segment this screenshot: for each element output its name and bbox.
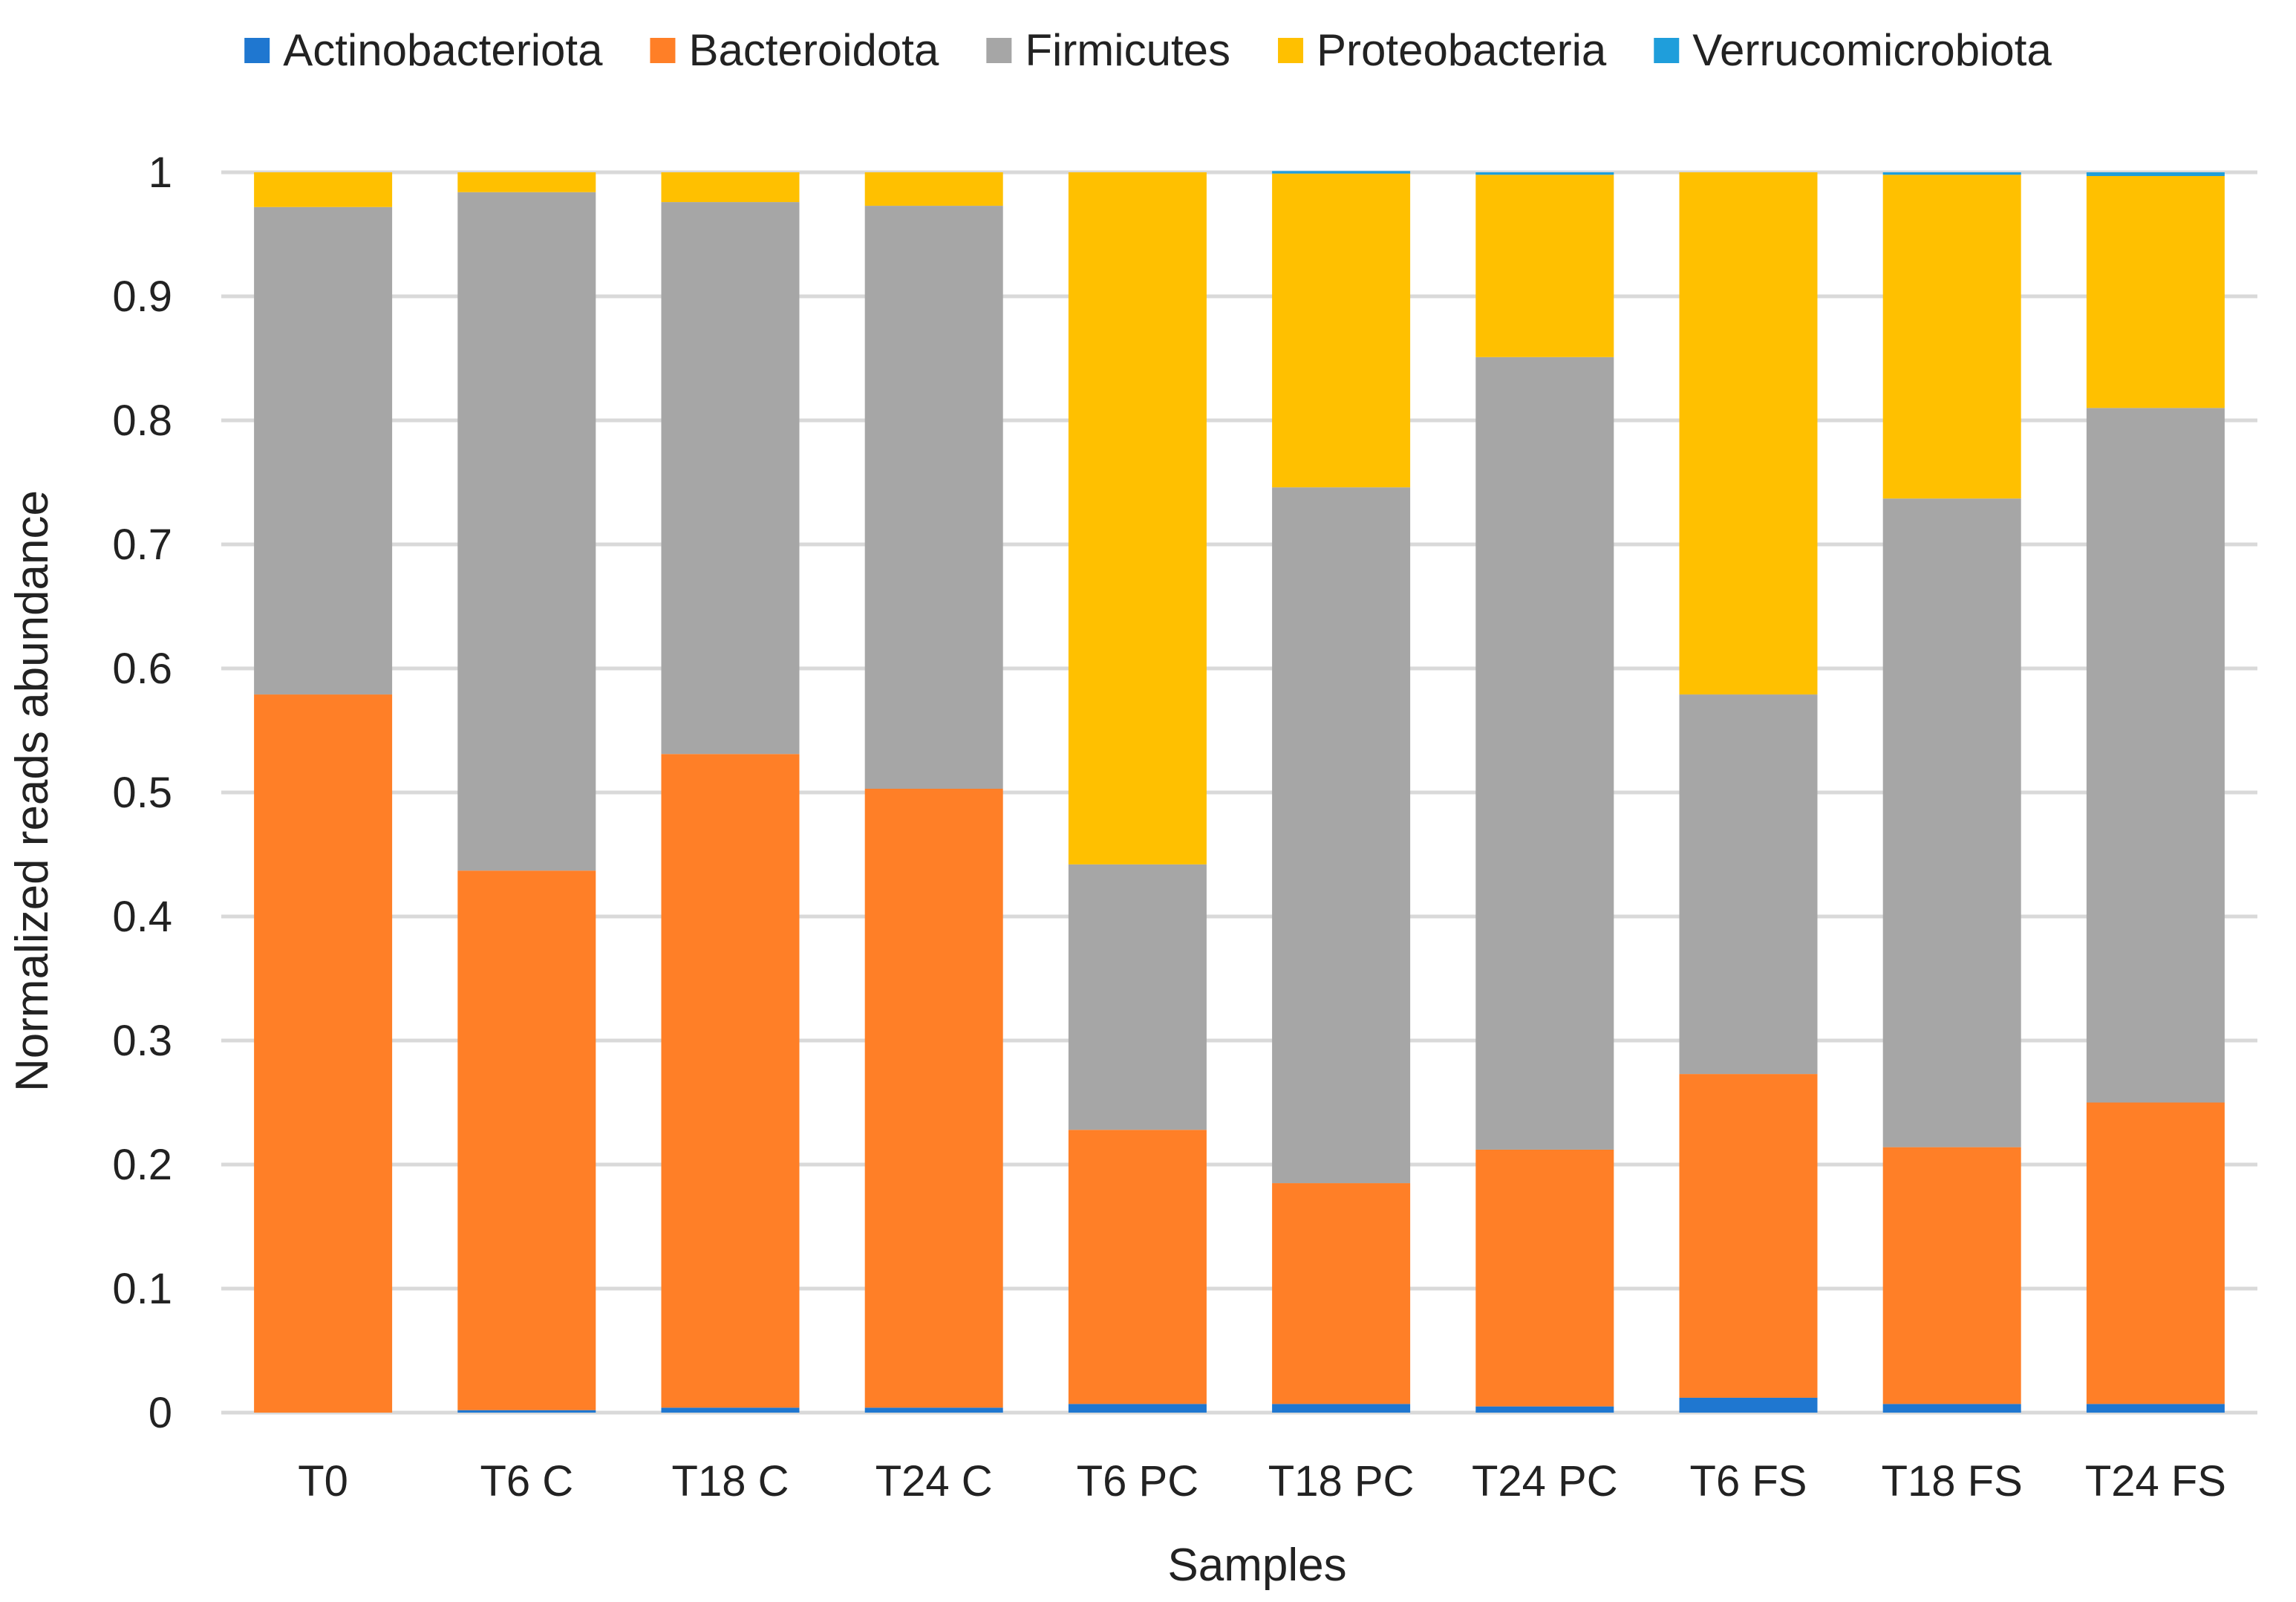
bar-segment-actinobacteriota — [457, 1410, 596, 1413]
y-tick-label: 0.2 — [112, 1141, 172, 1189]
legend-item-actinobacteriota: Actinobacteriota — [244, 25, 603, 75]
bar-segment-firmicutes — [661, 202, 800, 755]
legend-item-firmicutes: Firmicutes — [986, 25, 1230, 75]
legend-item-proteobacteria: Proteobacteria — [1278, 25, 1607, 75]
bar-stack-t6-fs — [1679, 172, 1818, 1413]
bar-segment-verrucomicrobiota — [1272, 171, 1411, 174]
bar-segment-firmicutes — [1475, 356, 1614, 1150]
y-axis-ticks: 0 0.1 0.2 0.3 0.4 0.5 0.6 0.7 0.8 0.9 1 — [112, 149, 172, 1437]
x-tick-label: T18 PC — [1268, 1457, 1415, 1505]
x-axis-ticks: T0 T6 C T18 C T24 C T6 PC T18 PC T24 PC T6 FS T1… — [298, 1457, 2226, 1505]
x-tick-label: T24 PC — [1472, 1457, 1618, 1505]
bar-segment-actinobacteriota — [1475, 1406, 1614, 1413]
y-tick-label: 0.7 — [112, 521, 172, 569]
x-tick-label: T6 PC — [1077, 1457, 1198, 1505]
legend-swatch — [650, 38, 676, 63]
bar-segment-firmicutes — [1272, 487, 1411, 1184]
bar-stack-t24-c — [864, 172, 1003, 1413]
bar-segment-firmicutes — [864, 206, 1003, 789]
legend-swatch — [986, 38, 1012, 63]
bar-segment-proteobacteria — [1068, 172, 1207, 865]
legend-swatch — [244, 38, 270, 63]
bar-stack-t6-pc — [1068, 172, 1207, 1413]
bar-segment-actinobacteriota — [1679, 1397, 1818, 1413]
bar-segment-verrucomicrobiota — [1475, 172, 1614, 175]
bar-segment-proteobacteria — [1272, 173, 1411, 488]
bar-segment-proteobacteria — [1882, 175, 2021, 499]
bar-segment-bacteroidota — [1475, 1149, 1614, 1407]
x-tick-label: T6 C — [480, 1457, 573, 1505]
bar-segment-actinobacteriota — [2086, 1404, 2225, 1413]
bar-stack-t24-pc — [1475, 172, 1614, 1413]
legend-label: Proteobacteria — [1317, 25, 1607, 75]
bar-stack-t6-c — [457, 172, 596, 1413]
bar-segment-bacteroidota — [1068, 1130, 1207, 1404]
bar-segment-firmicutes — [1882, 498, 2021, 1147]
y-tick-label: 0.5 — [112, 769, 172, 817]
legend-label: Verrucomicrobiota — [1692, 25, 2052, 75]
y-tick-label: 1 — [149, 149, 172, 197]
bar-segment-bacteroidota — [1272, 1183, 1411, 1404]
bar-segment-actinobacteriota — [1882, 1404, 2021, 1413]
y-tick-label: 0.6 — [112, 645, 172, 693]
bar-segment-bacteroidota — [661, 754, 800, 1408]
bar-segment-proteobacteria — [457, 172, 596, 192]
bar-segment-proteobacteria — [1475, 175, 1614, 357]
x-tick-label: T18 C — [672, 1457, 789, 1505]
bar-stack-t18-pc — [1272, 171, 1411, 1413]
y-tick-label: 0.1 — [112, 1265, 172, 1313]
bar-segment-firmicutes — [2086, 408, 2225, 1103]
bar-segment-bacteroidota — [1882, 1147, 2021, 1404]
bar-segment-bacteroidota — [864, 788, 1003, 1408]
x-tick-label: T18 FS — [1882, 1457, 2023, 1505]
y-tick-label: 0.4 — [112, 893, 172, 941]
bar-segment-proteobacteria — [864, 172, 1003, 206]
y-tick-label: 0.3 — [112, 1017, 172, 1065]
bar-segment-actinobacteriota — [1272, 1404, 1411, 1413]
bar-segment-bacteroidota — [1679, 1074, 1818, 1398]
y-tick-label: 0.9 — [112, 273, 172, 321]
legend-item-bacteroidota: Bacteroidota — [650, 25, 939, 75]
bar-segment-proteobacteria — [1679, 172, 1818, 695]
x-tick-label: T24 FS — [2085, 1457, 2226, 1505]
bar-segment-bacteroidota — [254, 694, 393, 1413]
x-tick-label: T0 — [298, 1457, 348, 1505]
bar-segment-actinobacteriota — [1068, 1404, 1207, 1413]
bars — [254, 171, 2225, 1413]
legend-swatch — [1278, 38, 1304, 63]
legend-item-verrucomicrobiota: Verrucomicrobiota — [1654, 25, 2052, 75]
legend: Actinobacteriota Bacteroidota Firmicutes Pr… — [244, 25, 2052, 75]
bar-segment-proteobacteria — [2086, 176, 2225, 408]
bar-segment-firmicutes — [1068, 864, 1207, 1130]
legend-label: Firmicutes — [1025, 25, 1230, 75]
bar-segment-proteobacteria — [661, 172, 800, 203]
y-tick-label: 0.8 — [112, 397, 172, 445]
y-axis-title: Normalized reads abundance — [7, 490, 58, 1092]
bar-segment-actinobacteriota — [661, 1407, 800, 1413]
bar-segment-proteobacteria — [254, 172, 393, 207]
legend-label: Bacteroidota — [688, 25, 939, 75]
y-tick-label: 0 — [149, 1389, 172, 1437]
bar-segment-bacteroidota — [457, 870, 596, 1410]
bar-segment-verrucomicrobiota — [1882, 172, 2021, 175]
x-tick-label: T6 FS — [1690, 1457, 1807, 1505]
x-tick-label: T24 C — [875, 1457, 993, 1505]
bar-stack-t18-c — [661, 172, 800, 1413]
bar-stack-t18-fs — [1882, 172, 2021, 1413]
bar-segment-firmicutes — [254, 206, 393, 695]
bar-segment-actinobacteriota — [864, 1407, 1003, 1413]
bar-stack-t0 — [254, 172, 393, 1413]
bar-segment-verrucomicrobiota — [2086, 172, 2225, 177]
x-axis-title: Samples — [1167, 1540, 1346, 1591]
bar-stack-t24-fs — [2086, 172, 2225, 1413]
bar-segment-firmicutes — [457, 192, 596, 871]
legend-swatch — [1654, 38, 1680, 63]
bar-segment-firmicutes — [1679, 694, 1818, 1075]
bar-segment-bacteroidota — [2086, 1102, 2225, 1404]
legend-label: Actinobacteriota — [283, 25, 603, 75]
